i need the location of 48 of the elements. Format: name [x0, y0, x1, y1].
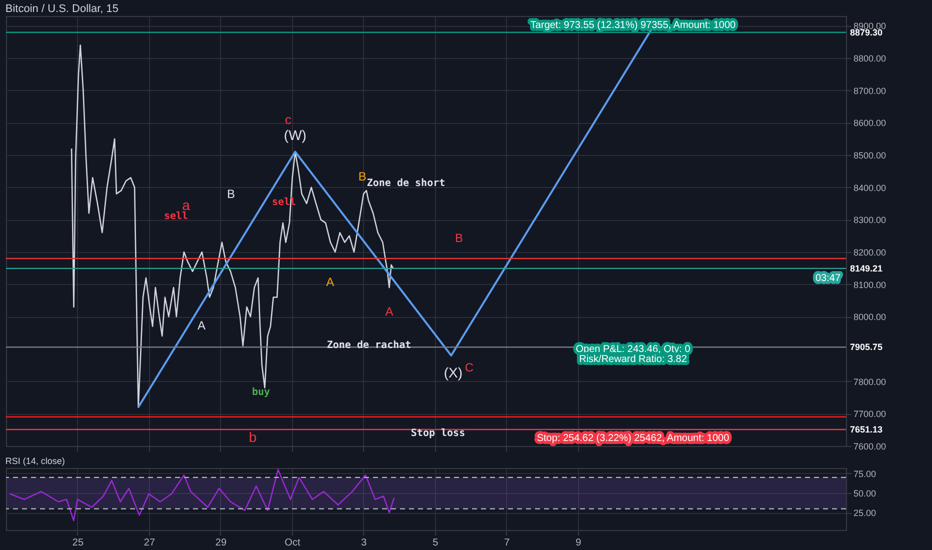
x-tick-label: 27 [144, 538, 156, 548]
annotation: B [226, 187, 236, 201]
y-tick-label: 50.00 [854, 488, 876, 499]
y-tick-label: 7600.00 [854, 442, 886, 452]
annotation: B [454, 231, 464, 245]
annotation: C [464, 360, 474, 374]
annotation: Stop: 254.62 (3.22%) 25462, Amount: 1000 [536, 433, 730, 444]
x-tick-label: 7 [504, 538, 510, 548]
y-tick-label: 8200.00 [854, 248, 886, 258]
annotation: Zone de rachat [326, 340, 412, 351]
ref-line-label: 7905.75 [850, 342, 883, 352]
ref-line-label: 8149.21 [850, 263, 883, 274]
annotation: A [198, 318, 206, 332]
chart-title: RSI (14, close) [5, 456, 65, 466]
x-tick-label: 29 [215, 538, 227, 548]
x-tick-label: Oct [284, 538, 300, 548]
y-tick-label: 8800.00 [854, 54, 886, 64]
annotation: b [248, 428, 257, 445]
y-tick-label: 8300.00 [854, 215, 886, 226]
annotation: sell [164, 211, 188, 222]
x-tick-label: 9 [576, 538, 582, 548]
annotation: Target: 973.55 (12.31%) 97355, Amount: 1000 [530, 20, 736, 31]
y-tick-label: 8500.00 [854, 150, 886, 161]
annotation: A [326, 275, 334, 290]
y-tick-label: 8600.00 [854, 118, 886, 128]
annotation: B [358, 170, 366, 184]
y-tick-label: 25.00 [854, 508, 876, 518]
annotation: c [284, 112, 292, 127]
annotation: 03:47 [815, 273, 841, 284]
x-tick-label: 25 [72, 538, 84, 548]
ref-line-label: 7651.13 [850, 424, 883, 434]
x-tick-label: 3 [361, 538, 368, 548]
y-tick-label: 8100.00 [854, 280, 886, 290]
y-tick-label: 8000.00 [854, 312, 886, 322]
annotation: Zone de short [366, 178, 446, 189]
y-tick-label: 75.00 [854, 468, 876, 479]
x-tick-label: 5 [432, 538, 439, 548]
y-tick-label: 8400.00 [854, 182, 886, 193]
y-tick-label: 7800.00 [854, 376, 886, 387]
annotation: buy [252, 387, 270, 398]
annotation: A [385, 304, 394, 319]
chart-title: Bitcoin / U.S. Dollar, 15 [5, 3, 119, 15]
annotation: Stop loss [410, 428, 466, 439]
annotation: Risk/Reward Ratio: 3.82 [579, 354, 688, 365]
y-tick-label: 7700.00 [854, 409, 886, 420]
annotation: (X) [444, 364, 463, 380]
y-tick-label: 8700.00 [854, 86, 886, 96]
annotation: (W) [284, 126, 306, 143]
